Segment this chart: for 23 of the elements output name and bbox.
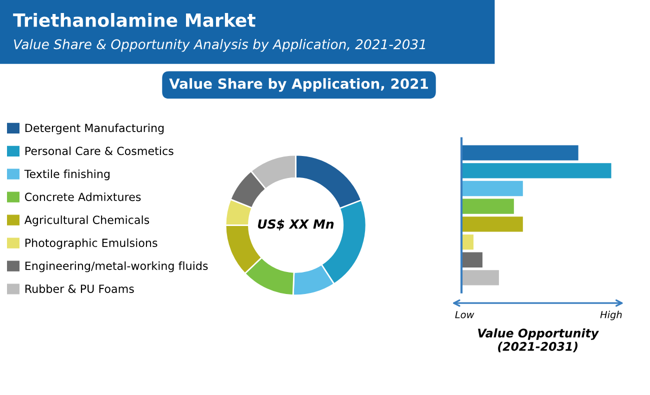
bar bbox=[462, 216, 523, 232]
bar bbox=[462, 234, 474, 250]
text: US$ XX Mn bbox=[258, 219, 334, 230]
bar bbox=[462, 252, 482, 268]
bar bbox=[462, 163, 612, 178]
legend-label: Engineering/metal-working fluids bbox=[25, 261, 208, 272]
legend-label: Photographic Emulsions bbox=[25, 238, 158, 250]
chart-title: Triethanolamine Market bbox=[13, 12, 256, 27]
bar bbox=[462, 270, 499, 286]
legend-label: Concrete Admixtures bbox=[24, 192, 141, 202]
text: Low bbox=[455, 311, 474, 318]
bar bbox=[462, 180, 523, 196]
x-axis-title: Value Opportunity (2021-2031) bbox=[478, 328, 600, 352]
chart-subtitle: Value Share & Opportunity Analysis by Application, 2021-2031 bbox=[14, 39, 425, 52]
bar bbox=[462, 145, 578, 160]
text: Value Share by Application, 2021 bbox=[169, 78, 428, 92]
legend-label: Textile finishing bbox=[24, 170, 110, 180]
legend-label: Detergent Manufacturing bbox=[25, 124, 164, 134]
bar bbox=[462, 198, 514, 214]
legend-label: Personal Care & Cosmetics bbox=[25, 146, 174, 156]
text: High bbox=[600, 310, 622, 320]
legend-label: Rubber & PU Foams bbox=[25, 284, 134, 293]
legend-label: Agricultural Chemicals bbox=[24, 215, 150, 226]
